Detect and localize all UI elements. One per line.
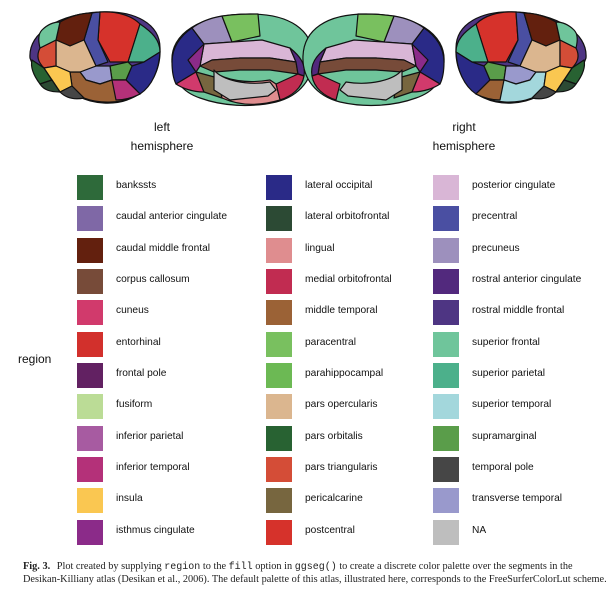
legend-title: region: [18, 352, 52, 366]
legend-swatch: [76, 362, 104, 390]
legend-label: precentral: [472, 211, 518, 223]
legend-label: bankssts: [116, 180, 157, 191]
legend-swatch: [432, 174, 460, 201]
legend-label: pars orbitalis: [305, 430, 363, 442]
legend-swatch: [265, 205, 293, 233]
legend-label: NA: [472, 524, 487, 536]
caption-text-2: to the: [202, 561, 227, 572]
right-hemisphere-line1: right: [452, 120, 476, 134]
legend-label: superior parietal: [472, 368, 546, 380]
legend-swatch: [265, 393, 293, 421]
legend-swatch: [265, 299, 293, 327]
legend-swatch: [76, 456, 104, 484]
legend-label: middle temporal: [305, 305, 378, 317]
legend-swatch: [265, 518, 293, 546]
legend-swatch: [265, 268, 293, 296]
legend-label: pericalcarine: [305, 493, 363, 505]
legend-swatch: [76, 330, 104, 358]
legend-label: isthmus cingulate: [116, 524, 195, 536]
figure: left hemisphere right hemisphere region …: [18, 11, 587, 546]
legend-label: transverse temporal: [472, 493, 563, 505]
legend-swatch: [432, 362, 460, 390]
legend-swatch: [432, 330, 460, 358]
legend-label: frontal pole: [116, 368, 167, 380]
legend-label: entorhinal: [116, 336, 161, 348]
left-hemisphere-label: left hemisphere: [102, 118, 222, 156]
legend-swatch: [432, 299, 460, 327]
legend-label: lateral occipital: [305, 180, 373, 191]
legend-label: inferior temporal: [116, 462, 190, 474]
legend-swatch: [76, 236, 104, 264]
caption-code-region: region: [164, 562, 201, 573]
right-medial-brain: [302, 13, 445, 107]
legend-label: corpus callosum: [116, 274, 190, 286]
legend-label: pars opercularis: [305, 399, 378, 411]
left-hemisphere-line1: left: [153, 120, 170, 134]
legend-swatch: [432, 205, 460, 233]
right-hemisphere-label: right hemisphere: [404, 118, 524, 156]
legend-label: caudal anterior cingulate: [116, 211, 228, 223]
legend-label: supramarginal: [472, 430, 537, 442]
legend-swatch: [76, 518, 104, 546]
left-lateral-brain: [29, 11, 161, 104]
legend-swatch: [265, 424, 293, 452]
left-medial-brain: [171, 13, 314, 107]
legend-swatch: [265, 487, 293, 515]
legend-label: medial orbitofrontal: [305, 274, 392, 286]
legend-label: postcentral: [305, 524, 355, 536]
legend-label: superior frontal: [472, 336, 540, 348]
legend-label: superior temporal: [472, 399, 552, 411]
legend-swatch: [265, 174, 293, 201]
legend-swatch: [432, 487, 460, 515]
legend-swatch: [432, 393, 460, 421]
legend-swatch: [76, 174, 104, 201]
legend-swatch: [76, 487, 104, 515]
legend-swatch: [432, 236, 460, 264]
legend-label: posterior cingulate: [472, 180, 556, 191]
legend-label: temporal pole: [472, 462, 534, 474]
left-hemisphere-line2: hemisphere: [130, 139, 194, 153]
legend-swatch: [432, 518, 460, 546]
legend-swatch: [432, 424, 460, 452]
legend-label: fusiform: [116, 399, 153, 411]
legend-swatch: [265, 330, 293, 358]
legend-label: cuneus: [116, 305, 149, 317]
caption-text-3: option in: [255, 561, 293, 572]
legend-swatch: [432, 268, 460, 296]
legend-label: rostral anterior cingulate: [472, 274, 582, 286]
legend-swatch: [76, 268, 104, 296]
legend-label: lingual: [305, 242, 335, 254]
legend-swatch: [265, 362, 293, 390]
figure-caption: Fig. 3. Plot created by supplying region…: [23, 561, 608, 587]
caption-code-ggseg: ggseg(): [294, 562, 337, 573]
legend-label: pars triangularis: [305, 462, 378, 474]
legend-swatch: [76, 299, 104, 327]
legend-swatch: [432, 456, 460, 484]
legend-label: paracentral: [305, 336, 356, 348]
legend-label: caudal middle frontal: [116, 242, 211, 254]
legend-label: rostral middle frontal: [472, 305, 565, 317]
caption-code-fill: fill: [228, 562, 253, 573]
legend-swatch: [265, 236, 293, 264]
caption-text-1: Plot created by supplying: [56, 561, 162, 572]
legend-label: inferior parietal: [116, 430, 184, 442]
right-hemisphere-line2: hemisphere: [432, 139, 496, 153]
figure-number: Fig. 3.: [23, 561, 51, 572]
legend-swatch: [76, 393, 104, 421]
legend-label: lateral orbitofrontal: [305, 211, 390, 223]
legend-label: precuneus: [472, 242, 520, 254]
legend-swatch: [265, 456, 293, 484]
right-lateral-brain: [455, 11, 587, 104]
brain-atlas-plot: [29, 11, 587, 107]
legend-label: insula: [116, 493, 143, 505]
legend-swatch: [76, 424, 104, 452]
caption-text-4: to create a discrete color palette over …: [23, 561, 607, 586]
legend-swatch: [76, 205, 104, 233]
legend-label: parahippocampal: [305, 368, 384, 380]
